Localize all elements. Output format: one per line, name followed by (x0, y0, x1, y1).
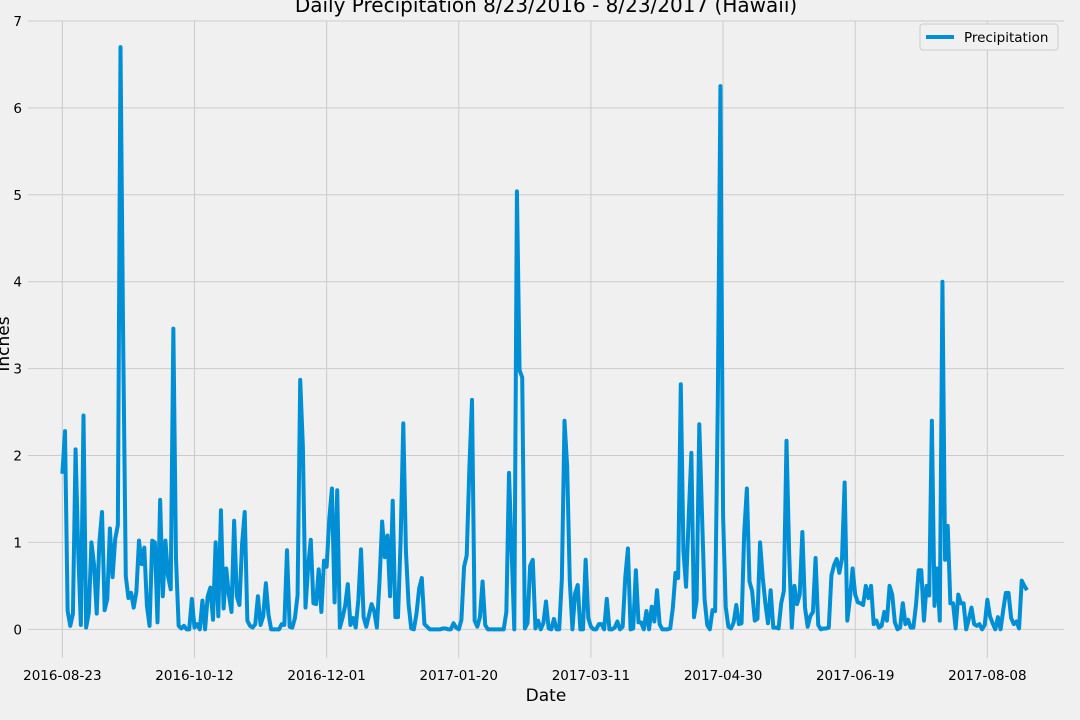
y-tick-labels: 0 1 2 3 4 5 6 7 (13, 14, 22, 638)
x-tick-label: 2017-03-11 (552, 668, 630, 684)
legend-label: Precipitation (964, 30, 1048, 46)
x-tick-labels: 2016-08-23 2016-10-12 2016-12-01 2017-01-20… (23, 668, 1026, 684)
x-tick-label: 2017-06-19 (816, 668, 894, 684)
x-tick-label: 2016-10-12 (155, 668, 233, 684)
y-tick-label: 5 (13, 188, 22, 204)
x-tick-label: 2017-08-08 (948, 668, 1026, 684)
y-tick-label: 7 (13, 14, 22, 30)
series-group (60, 45, 1029, 632)
y-tick-label: 3 (13, 362, 22, 378)
legend: Precipitation (919, 23, 1059, 51)
precipitation-line (60, 45, 1029, 632)
chart-title: Daily Precipitation 8/23/2016 - 8/23/201… (295, 0, 797, 17)
y-tick-label: 6 (13, 101, 22, 117)
plot-area (28, 21, 1064, 658)
y-tick-label: 0 (13, 622, 22, 638)
x-tick-label: 2017-04-30 (684, 668, 762, 684)
x-tick-label: 2016-08-23 (23, 668, 101, 684)
y-tick-label: 4 (13, 275, 22, 291)
y-tick-label: 2 (13, 449, 22, 465)
x-tick-label: 2016-12-01 (287, 668, 365, 684)
legend-box (919, 23, 1059, 51)
y-axis-label: Inches (0, 316, 14, 371)
x-axis-label: Date (526, 686, 567, 706)
x-tick-label: 2017-01-20 (420, 668, 498, 684)
y-tick-label: 1 (13, 535, 22, 551)
